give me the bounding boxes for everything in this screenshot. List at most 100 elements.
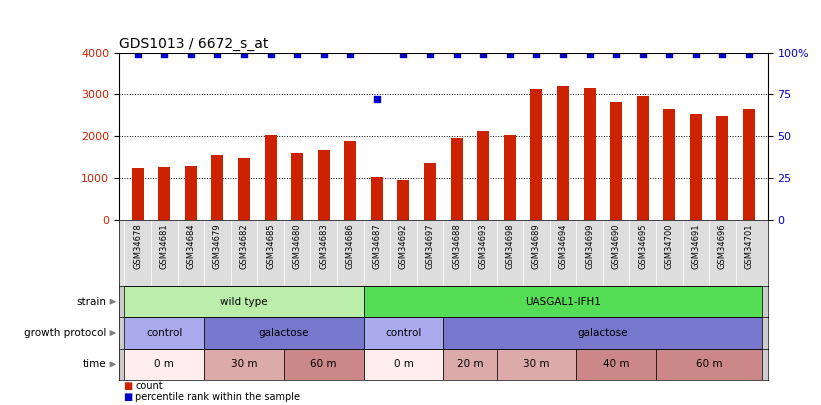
Bar [364,286,763,318]
Text: GSM34678: GSM34678 [133,223,142,269]
Text: GSM34701: GSM34701 [745,223,754,269]
Text: 30 m: 30 m [523,359,549,369]
Bar [124,349,204,380]
Bar [204,318,364,349]
Bar [124,318,204,349]
Text: 40 m: 40 m [603,359,630,369]
Text: GSM34692: GSM34692 [399,223,408,269]
Text: percentile rank within the sample: percentile rank within the sample [135,392,300,402]
Text: GSM34690: GSM34690 [612,223,621,269]
Text: 60 m: 60 m [310,359,337,369]
Bar [451,138,462,220]
Text: GSM34698: GSM34698 [505,223,514,269]
Bar [158,167,170,220]
Text: galactose: galactose [578,328,628,338]
Bar [743,109,755,220]
Bar [131,168,144,220]
Point [317,51,330,58]
Point [370,96,383,103]
Text: GSM34697: GSM34697 [425,223,434,269]
Text: GSM34679: GSM34679 [213,223,222,269]
Point [211,51,224,58]
Bar [238,158,250,220]
Bar [124,286,364,318]
Text: UASGAL1-IFH1: UASGAL1-IFH1 [525,297,601,307]
Text: GSM34699: GSM34699 [585,223,594,269]
Bar [530,89,543,220]
Bar [690,114,702,220]
Point [663,51,676,58]
Text: GSM34693: GSM34693 [479,223,488,269]
Bar [637,96,649,220]
Bar [364,349,443,380]
Bar [264,135,277,220]
Text: wild type: wild type [220,297,268,307]
Text: control: control [146,328,182,338]
Point [503,51,516,58]
Text: GSM34687: GSM34687 [373,223,382,269]
Text: GSM34695: GSM34695 [638,223,647,269]
Bar [364,318,443,349]
Bar [717,116,728,220]
Text: GSM34700: GSM34700 [665,223,674,269]
Bar [610,102,622,220]
Text: ■: ■ [123,392,132,402]
Text: 30 m: 30 m [231,359,257,369]
Text: control: control [385,328,422,338]
Text: GDS1013 / 6672_s_at: GDS1013 / 6672_s_at [119,36,268,51]
Bar [443,318,763,349]
Bar [443,349,497,380]
Bar [318,150,330,220]
Text: GSM34683: GSM34683 [319,223,328,269]
Bar [584,88,595,220]
Text: GSM34691: GSM34691 [691,223,700,269]
Point [742,51,755,58]
Text: strain: strain [76,297,106,307]
Point [583,51,596,58]
Bar [497,349,576,380]
Text: count: count [135,382,163,391]
Point [609,51,622,58]
Point [477,51,490,58]
Point [636,51,649,58]
Text: growth protocol: growth protocol [24,328,106,338]
Text: 0 m: 0 m [154,359,174,369]
Point [530,51,543,58]
Bar [212,155,223,220]
Text: 60 m: 60 m [696,359,722,369]
Bar [371,177,383,220]
Point [184,51,197,58]
Bar [656,349,763,380]
Bar [344,141,356,220]
Text: GSM34682: GSM34682 [240,223,249,269]
Point [557,51,570,58]
Text: GSM34686: GSM34686 [346,223,355,269]
Point [131,51,144,58]
Point [237,51,250,58]
Bar [557,86,569,220]
Text: GSM34680: GSM34680 [292,223,301,269]
Text: GSM34694: GSM34694 [558,223,567,269]
Text: GSM34689: GSM34689 [532,223,541,269]
Text: galactose: galactose [259,328,309,338]
Point [716,51,729,58]
Text: GSM34684: GSM34684 [186,223,195,269]
Bar [284,349,364,380]
Point [344,51,357,58]
Bar [204,349,284,380]
Point [397,51,410,58]
Bar [424,163,436,220]
Point [690,51,703,58]
Text: 20 m: 20 m [456,359,484,369]
Point [291,51,304,58]
Bar [291,153,303,220]
Text: time: time [82,359,106,369]
Bar [504,135,516,220]
Text: GSM34688: GSM34688 [452,223,461,269]
Bar [477,131,489,220]
Text: ■: ■ [123,382,132,391]
Text: GSM34696: GSM34696 [718,223,727,269]
Bar [397,180,410,220]
Bar [185,166,197,220]
Text: GSM34685: GSM34685 [266,223,275,269]
